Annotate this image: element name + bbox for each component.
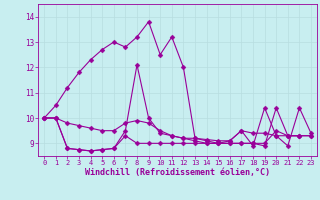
X-axis label: Windchill (Refroidissement éolien,°C): Windchill (Refroidissement éolien,°C)	[85, 168, 270, 177]
